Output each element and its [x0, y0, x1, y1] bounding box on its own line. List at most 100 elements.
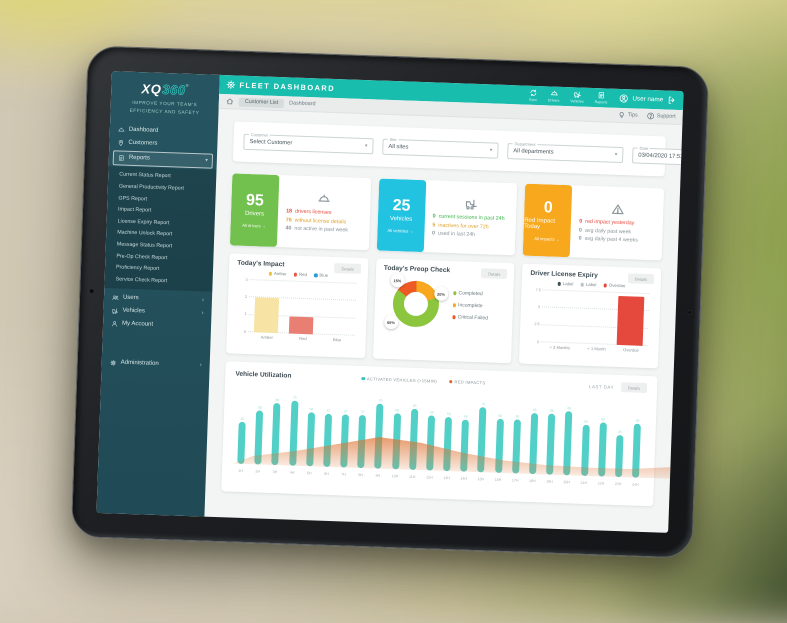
- bar-value-label: 45: [617, 430, 622, 435]
- breadcrumb-dashboard[interactable]: Dashboard: [289, 100, 316, 108]
- utilization-bar: [477, 406, 487, 473]
- sidebar-item-label: Dashboard: [128, 126, 159, 134]
- sidebar-spacer: [102, 330, 211, 360]
- nav-drivers[interactable]: Drivers: [548, 89, 560, 103]
- breadcrumb-customer-list[interactable]: Customer List: [238, 97, 285, 108]
- filter-field-value: All departments: [513, 148, 554, 156]
- kpi-card-vehicles: 25 Vehicles All vehicles → 0 current session…: [376, 178, 518, 256]
- bar-value-label: 58: [515, 414, 520, 419]
- sidebar-item-label: Administration: [120, 359, 159, 367]
- bar-value-label: 65: [532, 408, 537, 413]
- user-menu[interactable]: User name: [619, 94, 676, 105]
- kpi-stat-line: 0 red impact yesterday: [579, 219, 655, 228]
- utilization-bar: [597, 422, 607, 477]
- details-button[interactable]: Details: [627, 273, 655, 285]
- sidebar-item-vehicles[interactable]: Vehicles ›: [103, 304, 211, 321]
- app-screen: XQ360® IMPROVE YOUR TEAM'S EFFICIENCY AN…: [96, 71, 684, 533]
- support-link[interactable]: Support: [647, 112, 676, 121]
- axis-tick: 7.5: [535, 287, 541, 292]
- bar-value-label: 59: [429, 410, 434, 415]
- sidebar-item-my-account[interactable]: My Account: [103, 317, 211, 334]
- nav-label: Reports: [594, 100, 608, 105]
- tips-link[interactable]: Tips: [618, 111, 638, 120]
- kpi-value: 25: [392, 196, 411, 215]
- x-label: 3H: [272, 470, 278, 475]
- donut-wrap: 65% 20% 15% Completed Incomplete Critical Fai…: [383, 273, 504, 330]
- axis-tick: 1: [244, 312, 247, 317]
- page-title: FLEET DASHBOARD: [239, 80, 336, 93]
- bar-overdue: [616, 296, 645, 346]
- details-button[interactable]: Details: [620, 382, 648, 394]
- kpi-stat-text: avg daily past 4 weeks: [584, 236, 638, 244]
- filter-site-select[interactable]: Site All sites ▾: [382, 136, 499, 159]
- utilization-bar: [494, 418, 504, 474]
- filter-department-select[interactable]: Department All departments ▾: [507, 140, 624, 164]
- axis-tick: 2: [244, 294, 248, 299]
- filter-customer-select[interactable]: Customer Select Customer ▾: [243, 131, 374, 155]
- kpi-tile-vehicles[interactable]: 25 Vehicles All vehicles →: [376, 178, 426, 253]
- drivers-icon: [286, 191, 362, 207]
- x-label: 15H: [477, 477, 485, 482]
- nav-vehicles[interactable]: Vehicles: [570, 90, 584, 104]
- breadcrumb: Customer List Dashboard Tips Support: [218, 93, 683, 126]
- filter-field-value: All sites: [388, 143, 409, 151]
- legend-item-label: Label: [557, 281, 574, 286]
- reports-submenu: Current Status Report General Productivit…: [104, 165, 217, 292]
- kpi-stat-line: 0 current sessions in past 24h: [433, 214, 509, 223]
- x-label: 8H: [358, 473, 364, 478]
- kpi-link[interactable]: All drivers →: [242, 222, 267, 229]
- charts-row: Today's Impact Details Amber Red Blue 0 1 2 3 Amb…: [226, 253, 662, 369]
- chart-legend: ACTIVATED VEHICLES (>15MIN) RED IMPACTS: [361, 376, 486, 385]
- bar-value-label: 65: [550, 408, 554, 414]
- sidebar-subitem-service-check-report[interactable]: Service Check Report: [115, 276, 168, 284]
- kpi-label: Drivers: [244, 210, 265, 218]
- bar-value-label: 58: [601, 417, 606, 422]
- x-label: Blue: [332, 337, 342, 343]
- x-label: 20H: [563, 480, 571, 485]
- kpi-link[interactable]: All vehicles →: [387, 227, 414, 234]
- sidebar-item-users[interactable]: Users ›: [104, 291, 212, 308]
- kpi-stat-line: 18 drivers licenses: [286, 209, 362, 218]
- nav-sync[interactable]: Sync: [529, 89, 537, 102]
- bar-value-label: 58: [635, 418, 640, 423]
- x-label: 6H: [324, 471, 329, 476]
- kpi-link[interactable]: All impacts →: [534, 235, 561, 242]
- chevron-down-icon: ▾: [614, 151, 618, 158]
- bulb-icon: [618, 111, 626, 119]
- logo-360: 360: [162, 81, 186, 98]
- x-label: 9H: [375, 473, 381, 478]
- nav-reports[interactable]: Reports: [595, 91, 608, 104]
- legend-item-red: Red: [293, 272, 307, 277]
- filter-field-label: Customer: [248, 131, 271, 138]
- filter-date-input[interactable]: Date 03/04/2020 17:53: [631, 145, 683, 167]
- kpi-stat-text: drivers licenses: [294, 208, 332, 217]
- kpi-tile-drivers[interactable]: 95 Drivers All drivers →: [229, 173, 280, 248]
- sidebar-item-customers[interactable]: Customers: [109, 136, 217, 153]
- helmet-icon: [118, 126, 125, 133]
- bar-value-label: 57: [343, 409, 348, 414]
- kpi-stat-text: current sessions in past 24h: [438, 213, 505, 223]
- details-button[interactable]: Details: [480, 268, 508, 280]
- bar-value-label: 57: [326, 408, 331, 413]
- kpi-tile-red-impact-today[interactable]: 0 Red Impact Today All impacts →: [523, 183, 573, 258]
- legend-item-activated-vehicles-15min: ACTIVATED VEHICLES (>15MIN): [361, 376, 437, 383]
- legend-item-blue: Blue: [313, 272, 328, 278]
- sidebar-item-label: Vehicles: [122, 307, 145, 315]
- sidebar-item-administration[interactable]: Administration ›: [102, 356, 210, 373]
- kpi-stat-text: inactives for over 72h: [438, 222, 489, 231]
- kpi-stat-number: 40: [285, 225, 292, 232]
- utilization-bars: 45 58 66 70 58 57 57 57 70 60 65 59 58 56 70 58 58 65 65 69…: [232, 385, 647, 478]
- user-name: User name: [632, 95, 664, 104]
- details-button[interactable]: Details: [334, 263, 361, 274]
- sidebar-item-dashboard[interactable]: Dashboard: [110, 123, 218, 140]
- chevron-right-icon: ›: [199, 362, 202, 369]
- bar-amber: [253, 297, 279, 334]
- kpi-stat-number: 0: [579, 218, 583, 225]
- x-label: 23H: [614, 481, 622, 487]
- warning-icon: [580, 201, 656, 217]
- x-label: 10H: [391, 474, 399, 479]
- bar-2-months: [545, 342, 572, 344]
- sidebar-item-reports[interactable]: Reports ▾: [112, 149, 214, 169]
- logout-icon[interactable]: [667, 96, 676, 105]
- tablet-device: XQ360® IMPROVE YOUR TEAM'S EFFICIENCY AN…: [70, 45, 710, 559]
